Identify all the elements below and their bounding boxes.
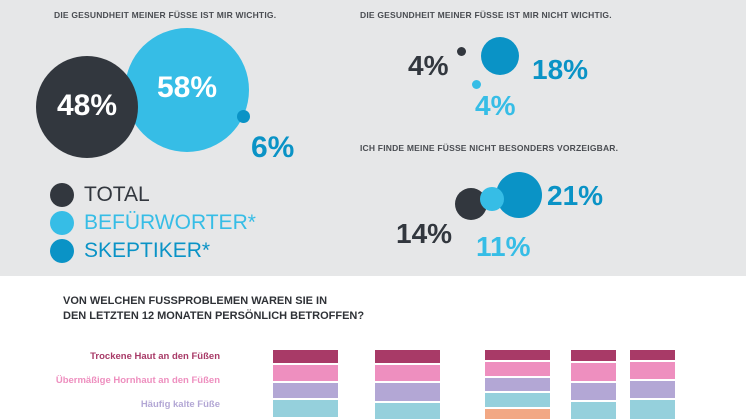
category-label-hornhaut: Übermäßige Hornhaut an den Füßen <box>55 375 220 386</box>
bar-5-segment-3 <box>630 381 675 398</box>
pct-total-wichtig: 48% <box>57 89 118 122</box>
bubble-befuerworter-nicht-wichtig <box>472 80 481 89</box>
bar-5-segment-2 <box>630 362 675 379</box>
legend-item-skeptiker: SKEPTIKER* <box>50 239 210 263</box>
bubble-skeptiker-vorzeigbar <box>496 172 542 218</box>
caption-vorzeigbar: ICH FINDE MEINE FÜSSE NICHT BESONDERS VO… <box>360 143 619 153</box>
legend-swatch-total <box>50 183 74 207</box>
legend-label-befuerworter: BEFÜRWORTER* <box>84 211 256 234</box>
bar-4-segment-4 <box>571 402 616 419</box>
bubble-skeptiker-wichtig <box>237 110 250 123</box>
bar-2-segment-1 <box>375 350 440 363</box>
bubble-total-wichtig <box>36 56 138 158</box>
bar-1-segment-3 <box>273 383 338 398</box>
bar-3-segment-5 <box>485 409 550 419</box>
pct-skeptiker-wichtig: 6% <box>251 131 295 164</box>
question-heading: VON WELCHEN FUSSPROBLEMEN WAREN SIE IN D… <box>63 294 364 324</box>
question-line-2: DEN LETZTEN 12 MONATEN PERSÖNLICH BETROF… <box>63 310 365 322</box>
bar-1-segment-1 <box>273 350 338 363</box>
caption-nicht-wichtig: DIE GESUNDHEIT MEINER FÜSSE IST MIR NICH… <box>360 10 612 20</box>
bar-2-segment-2 <box>375 365 440 381</box>
legend-label-total: TOTAL <box>84 183 150 206</box>
bar-3-segment-3 <box>485 378 550 391</box>
bar-3-segment-2 <box>485 362 550 376</box>
bar-1-segment-4 <box>273 400 338 417</box>
legend-item-total: TOTAL <box>50 183 150 207</box>
bubble-total-nicht-wichtig <box>457 47 466 56</box>
bar-4-segment-2 <box>571 363 616 381</box>
pct-skeptiker-nicht-wichtig: 18% <box>532 54 589 85</box>
bar-4-segment-3 <box>571 383 616 400</box>
bubble-skeptiker-nicht-wichtig <box>481 37 519 75</box>
bar-3-segment-1 <box>485 350 550 360</box>
bar-5-segment-4 <box>630 400 675 419</box>
question-line-1: VON WELCHEN FUSSPROBLEMEN WAREN SIE IN <box>63 295 328 307</box>
bar-2-segment-3 <box>375 383 440 401</box>
bar-3-segment-4 <box>485 393 550 407</box>
pct-total-vorzeigbar: 14% <box>396 218 453 249</box>
pct-total-nicht-wichtig: 4% <box>408 50 449 81</box>
pct-befuerworter-wichtig: 58% <box>157 71 218 104</box>
pct-skeptiker-vorzeigbar: 21% <box>547 180 604 211</box>
bar-1-segment-2 <box>273 365 338 381</box>
legend-swatch-befuerworter <box>50 211 74 235</box>
bubble-befuerworter-wichtig <box>125 28 249 152</box>
bar-4-segment-1 <box>571 350 616 361</box>
bar-5-segment-1 <box>630 350 675 360</box>
bar-2-segment-4 <box>375 403 440 419</box>
pct-befuerworter-nicht-wichtig: 4% <box>475 90 516 121</box>
category-label-trockene-haut: Trockene Haut an den Füßen <box>90 351 220 362</box>
legend-item-befuerworter: BEFÜRWORTER* <box>50 211 256 235</box>
bubble-befuerworter-vorzeigbar <box>480 187 504 211</box>
legend-label-skeptiker: SKEPTIKER* <box>84 239 211 262</box>
category-label-kalte-fuesse: Häufig kalte Füße <box>140 399 220 410</box>
caption-wichtig: DIE GESUNDHEIT MEINER FÜSSE IST MIR WICH… <box>54 10 277 20</box>
pct-befuerworter-vorzeigbar: 11% <box>476 231 531 262</box>
legend-swatch-skeptiker <box>50 239 74 263</box>
